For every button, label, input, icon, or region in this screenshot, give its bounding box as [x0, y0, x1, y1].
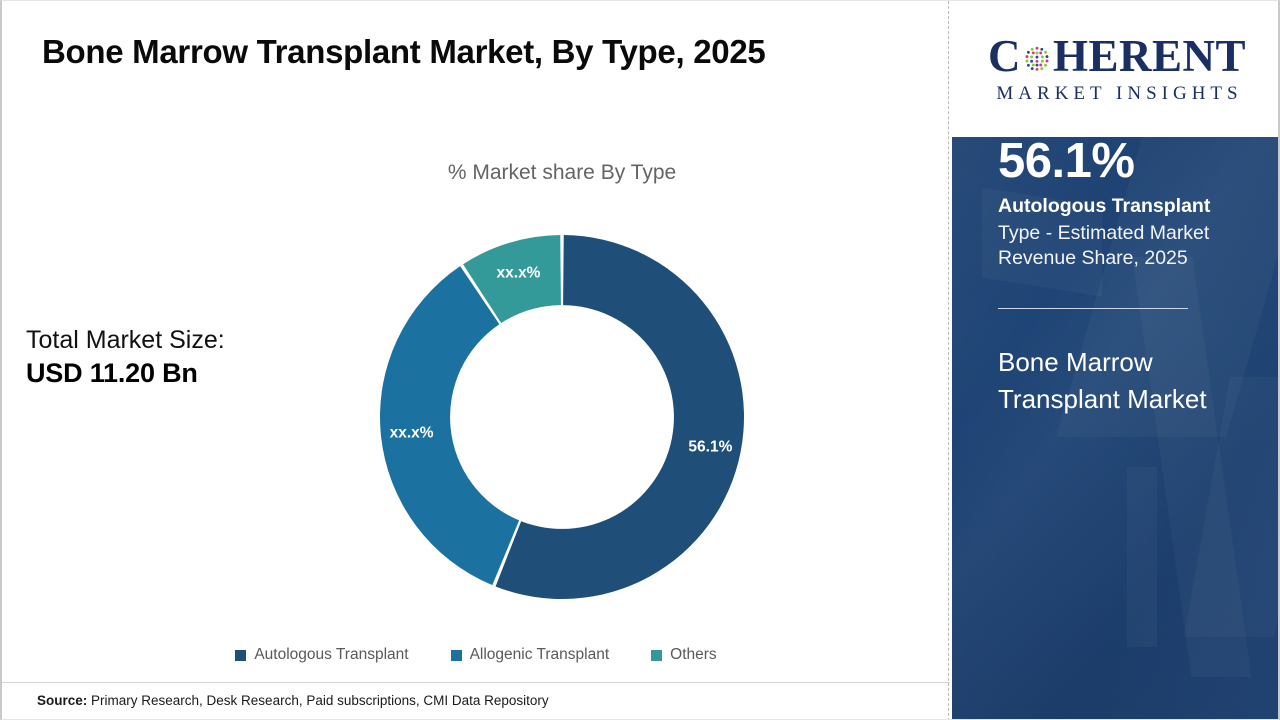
donut-slice[interactable] [463, 235, 561, 324]
total-market-size-block: Total Market Size: USD 11.20 Bn [26, 324, 326, 391]
footer-divider [2, 682, 950, 683]
brand-logo[interactable]: C [952, 1, 1278, 137]
total-market-size-value: USD 11.20 Bn [26, 358, 198, 388]
legend-item-autologous-transplant[interactable]: Autologous Transplant [235, 646, 409, 664]
logo-wordmark: C [988, 34, 1246, 80]
legend-item-allogenic-transplant[interactable]: Allogenic Transplant [450, 646, 610, 664]
total-market-size-label: Total Market Size: [26, 326, 225, 354]
legend-label: Allogenic Transplant [469, 646, 610, 663]
source-text: Primary Research, Desk Research, Paid su… [87, 693, 549, 708]
legend-swatch-icon [651, 649, 663, 661]
source-note: Source: Primary Research, Desk Research,… [37, 693, 549, 708]
panel-horizontal-rule [998, 307, 1188, 310]
stat-panel: 56.1% Autologous Transplant Type - Estim… [952, 137, 1278, 719]
legend-label: Others [670, 646, 717, 663]
panel-market-name: Bone Marrow Transplant Market [998, 347, 1207, 415]
legend-swatch-icon [235, 649, 247, 661]
globe-icon [1022, 44, 1052, 74]
donut-slice-label: 56.1% [688, 438, 732, 455]
donut-slice[interactable] [495, 235, 744, 599]
logo-letters-herent: HERENT [1052, 31, 1247, 81]
legend-swatch-icon [450, 649, 462, 661]
donut-slice-label: xx.x% [390, 425, 434, 442]
legend-label: Autologous Transplant [254, 646, 409, 663]
donut-chart: 56.1% xx.x% xx.x% [374, 229, 750, 605]
stat-description: Type - Estimated Market Revenue Share, 2… [998, 221, 1210, 269]
stat-panel-content: 56.1% Autologous Transplant Type - Estim… [998, 137, 1268, 419]
legend-item-others[interactable]: Others [651, 646, 717, 664]
donut-slice[interactable] [379, 266, 520, 586]
stat-value: 56.1% [998, 137, 1135, 188]
vertical-dashed-divider [948, 1, 949, 719]
logo-subtitle: MARKET INSIGHTS [996, 82, 1243, 104]
chart-legend: Autologous Transplant Allogenic Transpla… [2, 646, 950, 664]
source-prefix: Source: [37, 693, 88, 708]
donut-chart-svg: 56.1% xx.x% xx.x% [379, 235, 744, 599]
panel-background-shape [1127, 467, 1157, 647]
chart-subtitle: % Market share By Type [447, 161, 677, 184]
page-title: Bone Marrow Transplant Market, By Type, … [42, 33, 766, 70]
chart-pane: Bone Marrow Transplant Market, By Type, … [2, 1, 950, 719]
stat-name: Autologous Transplant [998, 195, 1211, 217]
donut-slice-label: xx.x% [497, 265, 541, 282]
side-panel: C [952, 1, 1278, 719]
logo-letter-c: C [987, 31, 1021, 81]
